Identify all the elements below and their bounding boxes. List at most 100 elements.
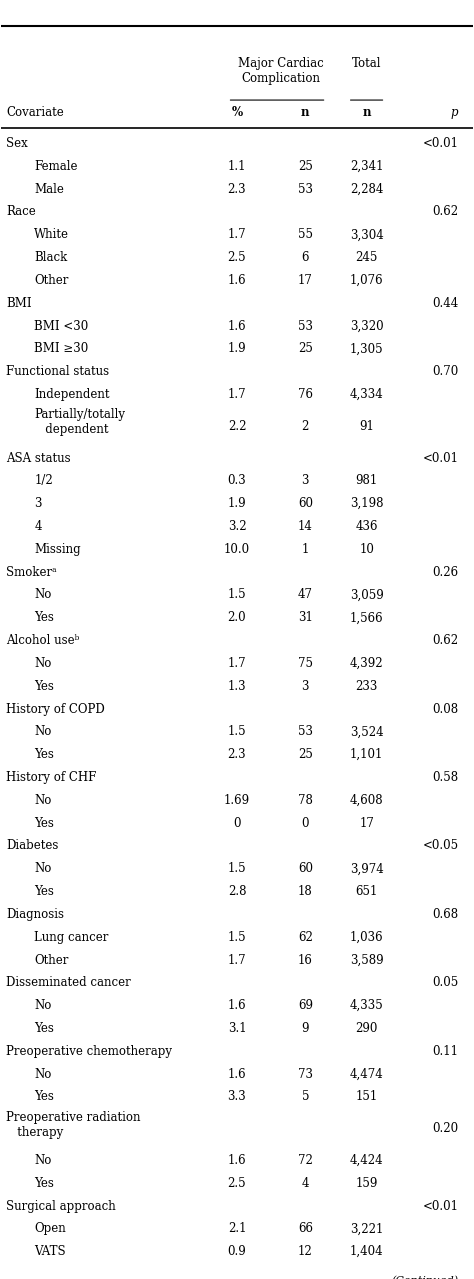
Text: %: %: [231, 106, 243, 119]
Text: Yes: Yes: [35, 679, 54, 693]
Text: 3,304: 3,304: [350, 229, 383, 242]
Text: 0.62: 0.62: [432, 634, 458, 647]
Text: Total: Total: [352, 56, 382, 70]
Text: <0.01: <0.01: [422, 1200, 458, 1212]
Text: 2.5: 2.5: [228, 251, 246, 265]
Text: 0: 0: [233, 817, 241, 830]
Text: 18: 18: [298, 885, 313, 898]
Text: 159: 159: [356, 1177, 378, 1189]
Text: 1.5: 1.5: [228, 862, 246, 875]
Text: BMI: BMI: [6, 297, 32, 310]
Text: 3.3: 3.3: [228, 1091, 246, 1104]
Text: 1: 1: [301, 542, 309, 556]
Text: 4,474: 4,474: [350, 1068, 383, 1081]
Text: Alcohol useᵇ: Alcohol useᵇ: [6, 634, 80, 647]
Text: Major Cardiac
Complication: Major Cardiac Complication: [238, 56, 323, 84]
Text: 4,392: 4,392: [350, 657, 383, 670]
Text: Other: Other: [35, 274, 69, 286]
Text: 17: 17: [359, 817, 374, 830]
Text: 73: 73: [298, 1068, 313, 1081]
Text: 1.69: 1.69: [224, 794, 250, 807]
Text: Disseminated cancer: Disseminated cancer: [6, 976, 131, 990]
Text: Diagnosis: Diagnosis: [6, 908, 64, 921]
Text: 2,284: 2,284: [350, 183, 383, 196]
Text: 0: 0: [301, 817, 309, 830]
Text: Missing: Missing: [35, 542, 81, 556]
Text: 1,404: 1,404: [350, 1246, 383, 1259]
Text: 62: 62: [298, 931, 313, 944]
Text: 651: 651: [356, 885, 378, 898]
Text: 3.1: 3.1: [228, 1022, 246, 1035]
Text: 0.58: 0.58: [432, 771, 458, 784]
Text: Yes: Yes: [35, 1091, 54, 1104]
Text: 1.6: 1.6: [228, 320, 246, 333]
Text: 31: 31: [298, 611, 313, 624]
Text: 78: 78: [298, 794, 313, 807]
Text: 0.26: 0.26: [432, 565, 458, 578]
Text: Yes: Yes: [35, 748, 54, 761]
Text: 1,101: 1,101: [350, 748, 383, 761]
Text: Covariate: Covariate: [6, 106, 64, 119]
Text: <0.01: <0.01: [422, 137, 458, 150]
Text: 66: 66: [298, 1223, 313, 1236]
Text: 25: 25: [298, 343, 313, 356]
Text: (Continued): (Continued): [392, 1275, 458, 1279]
Text: 53: 53: [298, 183, 313, 196]
Text: Other: Other: [35, 954, 69, 967]
Text: 981: 981: [356, 475, 378, 487]
Text: 1.9: 1.9: [228, 498, 246, 510]
Text: 60: 60: [298, 862, 313, 875]
Text: 91: 91: [359, 420, 374, 432]
Text: 3,059: 3,059: [350, 588, 383, 601]
Text: 6: 6: [301, 251, 309, 265]
Text: BMI <30: BMI <30: [35, 320, 89, 333]
Text: 1/2: 1/2: [35, 475, 53, 487]
Text: 76: 76: [298, 388, 313, 402]
Text: 1.7: 1.7: [228, 657, 246, 670]
Text: 2.5: 2.5: [228, 1177, 246, 1189]
Text: 3: 3: [301, 475, 309, 487]
Text: 2: 2: [301, 420, 309, 432]
Text: Yes: Yes: [35, 1022, 54, 1035]
Text: 2.1: 2.1: [228, 1223, 246, 1236]
Text: Yes: Yes: [35, 885, 54, 898]
Text: 72: 72: [298, 1154, 313, 1166]
Text: 2,341: 2,341: [350, 160, 383, 173]
Text: Yes: Yes: [35, 611, 54, 624]
Text: VATS: VATS: [35, 1246, 66, 1259]
Text: 3: 3: [35, 498, 42, 510]
Text: Female: Female: [35, 160, 78, 173]
Text: 4,334: 4,334: [350, 388, 383, 402]
Text: No: No: [35, 862, 52, 875]
Text: 1.5: 1.5: [228, 588, 246, 601]
Text: 4: 4: [35, 521, 42, 533]
Text: 1.7: 1.7: [228, 229, 246, 242]
Text: 3.2: 3.2: [228, 521, 246, 533]
Text: Surgical approach: Surgical approach: [6, 1200, 116, 1212]
Text: No: No: [35, 794, 52, 807]
Text: 10: 10: [359, 542, 374, 556]
Text: No: No: [35, 999, 52, 1012]
Text: Lung cancer: Lung cancer: [35, 931, 109, 944]
Text: 75: 75: [298, 657, 313, 670]
Text: 2.3: 2.3: [228, 748, 246, 761]
Text: Yes: Yes: [35, 1177, 54, 1189]
Text: 0.05: 0.05: [432, 976, 458, 990]
Text: 3,524: 3,524: [350, 725, 383, 738]
Text: 0.08: 0.08: [432, 702, 458, 715]
Text: 60: 60: [298, 498, 313, 510]
Text: No: No: [35, 1068, 52, 1081]
Text: 3,589: 3,589: [350, 954, 383, 967]
Text: 47: 47: [298, 588, 313, 601]
Text: 436: 436: [356, 521, 378, 533]
Text: No: No: [35, 1154, 52, 1166]
Text: 1.6: 1.6: [228, 1154, 246, 1166]
Text: 0.3: 0.3: [228, 475, 246, 487]
Text: p: p: [451, 106, 458, 119]
Text: 1.1: 1.1: [228, 160, 246, 173]
Text: ASA status: ASA status: [6, 451, 71, 464]
Text: 25: 25: [298, 748, 313, 761]
Text: 151: 151: [356, 1091, 378, 1104]
Text: 0.68: 0.68: [432, 908, 458, 921]
Text: Race: Race: [6, 206, 36, 219]
